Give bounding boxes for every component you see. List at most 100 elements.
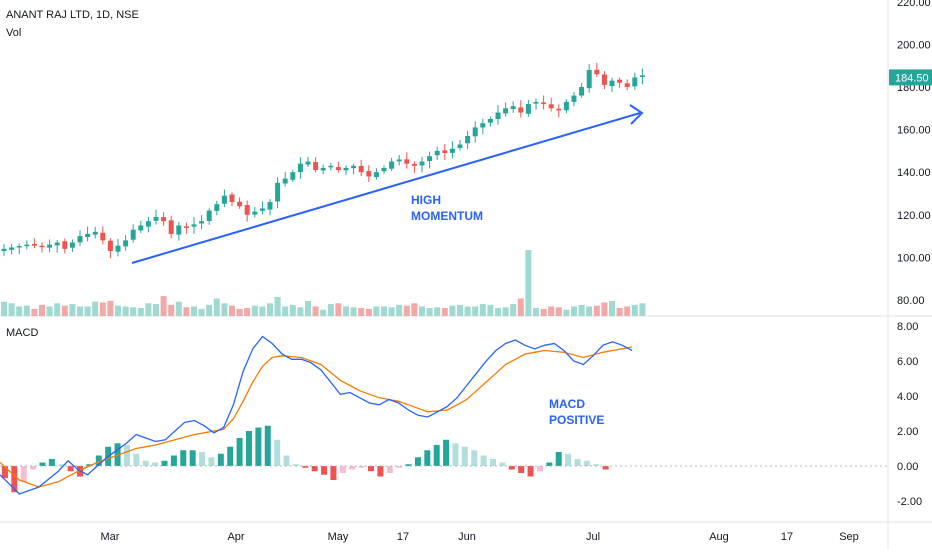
macd-histogram-bar	[170, 455, 177, 466]
macd-histogram-bar	[555, 452, 562, 466]
candle-body	[282, 178, 288, 184]
volume-bar	[365, 308, 372, 316]
candle-body	[214, 204, 220, 211]
volume-bar	[479, 304, 486, 316]
candle-body	[69, 242, 75, 248]
candle-body	[601, 74, 607, 85]
candle-body	[290, 172, 296, 180]
macd-histogram-bar	[255, 427, 262, 466]
volume-bar	[229, 305, 235, 316]
volume-bar	[77, 306, 83, 316]
candle-body	[389, 161, 395, 169]
price-tick-label: 160.00	[897, 125, 931, 137]
candle-body	[487, 118, 493, 123]
candle-body	[480, 123, 486, 128]
candle-body	[168, 220, 174, 234]
macd-histogram-bar	[161, 460, 168, 466]
macd-histogram-bar	[358, 466, 365, 468]
candle-body	[252, 211, 258, 215]
volume-bar	[548, 306, 555, 316]
macd-histogram-bar	[536, 466, 543, 472]
time-tick-label: Aug	[709, 531, 729, 543]
candle-body	[533, 101, 539, 104]
price-tag-box	[889, 69, 932, 86]
volume-bar	[206, 304, 213, 316]
macd-histogram-bar	[189, 450, 196, 466]
macd-histogram-bar	[245, 431, 252, 466]
macd-histogram-bar	[58, 464, 65, 466]
candle-body	[1, 248, 7, 252]
macd-histogram-bar	[236, 438, 243, 466]
volume-bar	[99, 302, 106, 316]
macd-histogram-bar	[264, 425, 271, 466]
volume-bar	[183, 307, 190, 316]
volume-bar	[487, 304, 494, 316]
candle-body	[275, 182, 281, 202]
annotation-macd-positive-line-2: POSITIVE	[549, 413, 605, 427]
macd-histogram-bar	[414, 457, 421, 466]
volume-bar	[631, 304, 638, 316]
candle-body	[518, 107, 524, 113]
candle-body	[579, 87, 585, 96]
macd-tick-label: 0.00	[897, 461, 918, 473]
candle-body	[229, 194, 235, 203]
price-tick-label: 100.00	[897, 252, 931, 264]
trend-arrow-line	[131, 112, 641, 264]
macd-histogram-bar	[311, 466, 318, 472]
candle-body	[320, 167, 326, 171]
volume-bar	[305, 300, 311, 316]
macd-histogram-bar	[499, 462, 506, 466]
candle-body	[199, 221, 205, 224]
volume-bar	[578, 304, 585, 316]
macd-histogram-bar	[480, 455, 487, 466]
candle-body	[297, 163, 303, 173]
time-tick-label: Jun	[458, 531, 476, 543]
candle-body	[85, 233, 91, 237]
volume-bar	[251, 305, 258, 316]
annotation-high-momentum-line-2: MOMENTUM	[411, 209, 483, 223]
candle-body	[632, 77, 638, 87]
macd-histogram-bar	[433, 445, 440, 466]
candle-body	[465, 135, 471, 144]
candle-body	[358, 165, 364, 173]
macd-line	[0, 335, 633, 495]
candle-body	[427, 156, 433, 162]
volume-bar	[213, 298, 220, 316]
annotation-high-momentum-line-1: HIGH	[411, 193, 441, 207]
macd-histogram-bar	[518, 466, 525, 473]
candle-body	[237, 201, 243, 207]
candle-body	[472, 127, 478, 137]
macd-histogram-bar	[546, 462, 553, 466]
volume-bar	[23, 305, 30, 316]
candle-body	[161, 217, 167, 222]
macd-histogram-bar	[339, 466, 346, 473]
volume-bar	[343, 306, 349, 316]
volume-bar	[31, 308, 38, 316]
macd-histogram-bar	[443, 439, 450, 466]
chart-title: ANANT RAJ LTD, 1D, NSE	[6, 9, 139, 21]
volume-bar	[221, 303, 228, 316]
volume-bar	[107, 300, 114, 316]
volume-bar	[381, 306, 387, 316]
candle-body	[62, 241, 68, 249]
macd-histogram-bar	[1, 466, 8, 479]
macd-histogram-bar	[48, 459, 55, 466]
candle-body	[221, 195, 227, 204]
volume-bar	[403, 305, 410, 316]
macd-histogram-bar	[20, 466, 27, 482]
macd-histogram-bar	[583, 460, 590, 466]
macd-histogram-bar	[349, 466, 356, 470]
candle-body	[495, 112, 501, 120]
volume-bar	[411, 303, 418, 316]
macd-histogram-bar	[574, 459, 581, 466]
candle-body	[609, 80, 615, 87]
macd-histogram-bar	[396, 466, 403, 468]
volume-bar	[358, 308, 365, 316]
macd-histogram-bar	[593, 464, 600, 466]
macd-tick-label: 6.00	[897, 356, 918, 368]
macd-histogram-bar	[152, 462, 159, 466]
candle-body	[563, 101, 569, 111]
volume-bar	[639, 303, 646, 316]
macd-histogram-bar	[321, 466, 328, 475]
